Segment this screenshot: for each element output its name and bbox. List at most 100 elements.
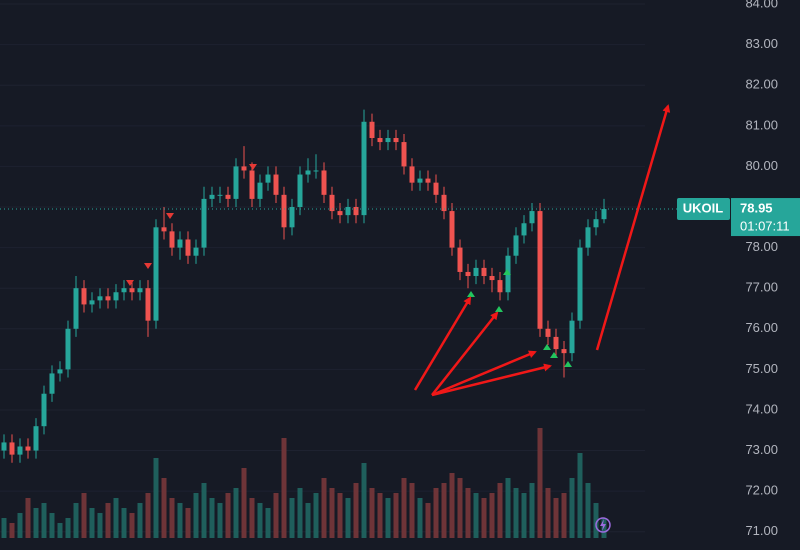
candle-body bbox=[585, 227, 591, 248]
candle-body bbox=[553, 336, 559, 350]
volume-bar bbox=[89, 508, 95, 538]
candle-body bbox=[497, 280, 503, 293]
candle-body bbox=[73, 288, 79, 329]
volume-bar bbox=[225, 493, 231, 538]
volume-bar bbox=[105, 503, 111, 538]
candle-body bbox=[289, 207, 295, 228]
candle-body bbox=[81, 288, 87, 305]
candle-body bbox=[185, 239, 191, 256]
volume-bar bbox=[265, 508, 271, 538]
volume-bar bbox=[329, 488, 335, 538]
annotation-arrows bbox=[413, 104, 671, 397]
volume-bar bbox=[241, 468, 247, 538]
indicator-icon[interactable] bbox=[595, 517, 611, 533]
candle-body bbox=[577, 247, 583, 321]
candle-body bbox=[161, 227, 167, 232]
volume-bar bbox=[273, 493, 279, 538]
volume-bar bbox=[297, 488, 303, 538]
candle-body bbox=[169, 231, 175, 248]
candle-body bbox=[369, 121, 375, 139]
candle-body bbox=[137, 288, 143, 293]
volume-bar bbox=[281, 438, 287, 538]
candle-body bbox=[329, 194, 335, 212]
arrow bbox=[431, 311, 499, 396]
candle-body bbox=[241, 166, 247, 171]
volume-bar bbox=[409, 483, 415, 538]
volume-bar bbox=[425, 503, 431, 538]
volume-bar bbox=[57, 523, 63, 538]
candle-body bbox=[601, 209, 607, 220]
volume-bar bbox=[393, 493, 399, 538]
candle-body bbox=[25, 446, 31, 451]
volume-bar bbox=[353, 483, 359, 538]
buy-signal bbox=[467, 291, 475, 297]
volume-bar bbox=[457, 478, 463, 538]
volume-bar bbox=[481, 498, 487, 538]
volume-bar bbox=[465, 488, 471, 538]
volume-bar bbox=[17, 513, 23, 538]
candle-body bbox=[297, 174, 303, 208]
candle-body bbox=[321, 170, 327, 195]
candle-body bbox=[473, 267, 479, 277]
candle-body bbox=[305, 170, 311, 175]
buy-signal bbox=[503, 269, 511, 275]
candle-body bbox=[33, 426, 39, 451]
candle-body bbox=[57, 369, 63, 374]
candle-body bbox=[521, 223, 527, 236]
volume-bar bbox=[193, 493, 199, 538]
price-tag-bg bbox=[731, 198, 800, 237]
volume-bar bbox=[49, 513, 55, 538]
candle-body bbox=[265, 174, 271, 183]
volume-bar bbox=[337, 493, 343, 538]
y-tick-label: 82.00 bbox=[745, 77, 778, 92]
volume-bar bbox=[377, 493, 383, 538]
volume-bar bbox=[81, 493, 87, 538]
candle-body bbox=[273, 174, 279, 195]
volume-bar bbox=[201, 483, 207, 538]
candle-body bbox=[217, 194, 223, 196]
buy-signal bbox=[495, 306, 503, 312]
arrow bbox=[595, 104, 671, 351]
volume-bar bbox=[25, 498, 31, 538]
volume-bar bbox=[33, 508, 39, 538]
candle-body bbox=[345, 207, 351, 216]
volume-bar bbox=[121, 508, 127, 538]
volume-bar bbox=[305, 503, 311, 538]
candle-body bbox=[97, 296, 103, 301]
volume-bar bbox=[489, 493, 495, 538]
candle-body bbox=[529, 211, 535, 224]
candle-body bbox=[593, 219, 599, 228]
sell-signal bbox=[126, 280, 134, 286]
volume-bar bbox=[97, 513, 103, 538]
volume-bar bbox=[9, 523, 15, 538]
candle-body bbox=[225, 194, 231, 199]
candle-body bbox=[361, 121, 367, 216]
y-tick-label: 76.00 bbox=[745, 320, 778, 335]
volume-bar bbox=[601, 518, 607, 538]
sell-signal bbox=[166, 213, 174, 219]
candle-body bbox=[449, 211, 455, 248]
volume-bar bbox=[401, 478, 407, 538]
candle-body bbox=[393, 138, 399, 143]
y-tick-label: 72.00 bbox=[745, 483, 778, 498]
volume-bar bbox=[497, 483, 503, 538]
y-tick-label: 71.00 bbox=[745, 523, 778, 538]
volume-bar bbox=[521, 493, 527, 538]
volume-bar bbox=[369, 488, 375, 538]
volume-bar bbox=[217, 503, 223, 538]
candle-body bbox=[545, 328, 551, 337]
candle-body bbox=[193, 247, 199, 256]
candle-body bbox=[513, 235, 519, 256]
y-tick-label: 75.00 bbox=[745, 361, 778, 376]
volume-bar bbox=[73, 503, 79, 538]
candle-body bbox=[41, 393, 47, 427]
volume-bar bbox=[441, 483, 447, 538]
candle-body bbox=[281, 194, 287, 228]
buy-signal bbox=[564, 361, 572, 367]
candle-body bbox=[153, 227, 159, 321]
candle-body bbox=[17, 446, 23, 455]
y-tick-label: 80.00 bbox=[745, 158, 778, 173]
candle-body bbox=[569, 320, 575, 354]
